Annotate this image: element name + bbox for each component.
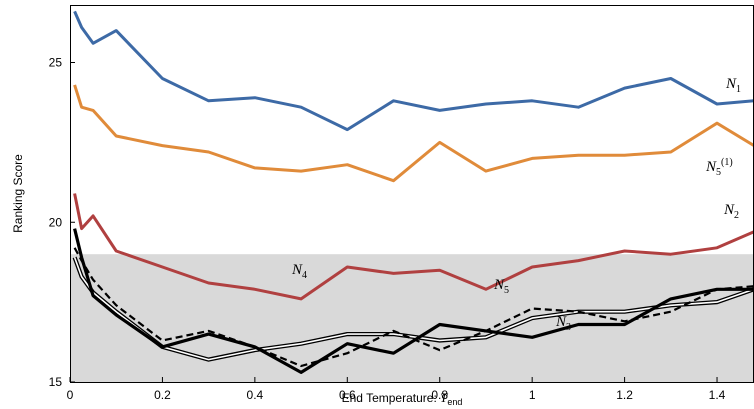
- series-label-n5: N5: [493, 277, 509, 296]
- series-label-base: N: [705, 159, 717, 175]
- series-label-base: N: [291, 262, 303, 278]
- series-label-sub: 5: [716, 167, 721, 178]
- y-tick-label: 20: [49, 215, 63, 229]
- series-line-n2: [73, 193, 754, 301]
- series-line-n3: [73, 228, 754, 374]
- series-line-n5_1: [73, 84, 754, 183]
- series-label-n5_1: N5(1): [705, 157, 733, 178]
- y-axis-title: Ranking Score: [11, 154, 25, 233]
- x-axis-title-sub: end: [447, 397, 462, 407]
- series-line-n4-inner: [73, 257, 754, 361]
- series-line-n1: [73, 10, 754, 132]
- series-label-n4: N4: [291, 262, 307, 281]
- series-label-n3: N3: [555, 314, 571, 333]
- y-tick-label: 25: [49, 56, 63, 70]
- series-label-base: N: [723, 202, 735, 218]
- series-label-sub: 4: [302, 270, 307, 281]
- y-tick-label: 15: [49, 375, 63, 389]
- x-tick-label: 1: [529, 388, 536, 402]
- series-label-sub: 5: [504, 285, 509, 296]
- series-label-sub: 3: [566, 322, 571, 333]
- x-axis-title-text: End Temperature:: [342, 391, 441, 405]
- x-axis-title: End Temperature: Tend: [342, 390, 463, 407]
- series-label-sup: (1): [721, 157, 733, 168]
- series-label-n1: N1: [725, 76, 741, 95]
- x-tick-label: 0: [67, 388, 74, 402]
- series-label-base: N: [725, 76, 737, 92]
- x-axis-title-var: T: [440, 390, 448, 405]
- x-tick-label: 0.8: [431, 388, 448, 402]
- series-label-base: N: [493, 277, 505, 293]
- x-tick-label: 0.4: [247, 388, 264, 402]
- series-label-n2: N2: [723, 202, 739, 221]
- series-label-base: N: [555, 314, 567, 330]
- x-tick-label: 0.2: [154, 388, 171, 402]
- series-label-sub: 1: [736, 84, 741, 95]
- series-layer: [72, 10, 754, 374]
- ticks-layer: 0 0.2 0.4 0.6 0.8 1 1.2 1.4 15 20 25: [49, 56, 726, 402]
- series-label-sub: 2: [734, 210, 739, 221]
- x-tick-label: 0.6: [339, 388, 356, 402]
- x-tick-label: 1.2: [616, 388, 633, 402]
- x-tick-label: 1.4: [709, 388, 726, 402]
